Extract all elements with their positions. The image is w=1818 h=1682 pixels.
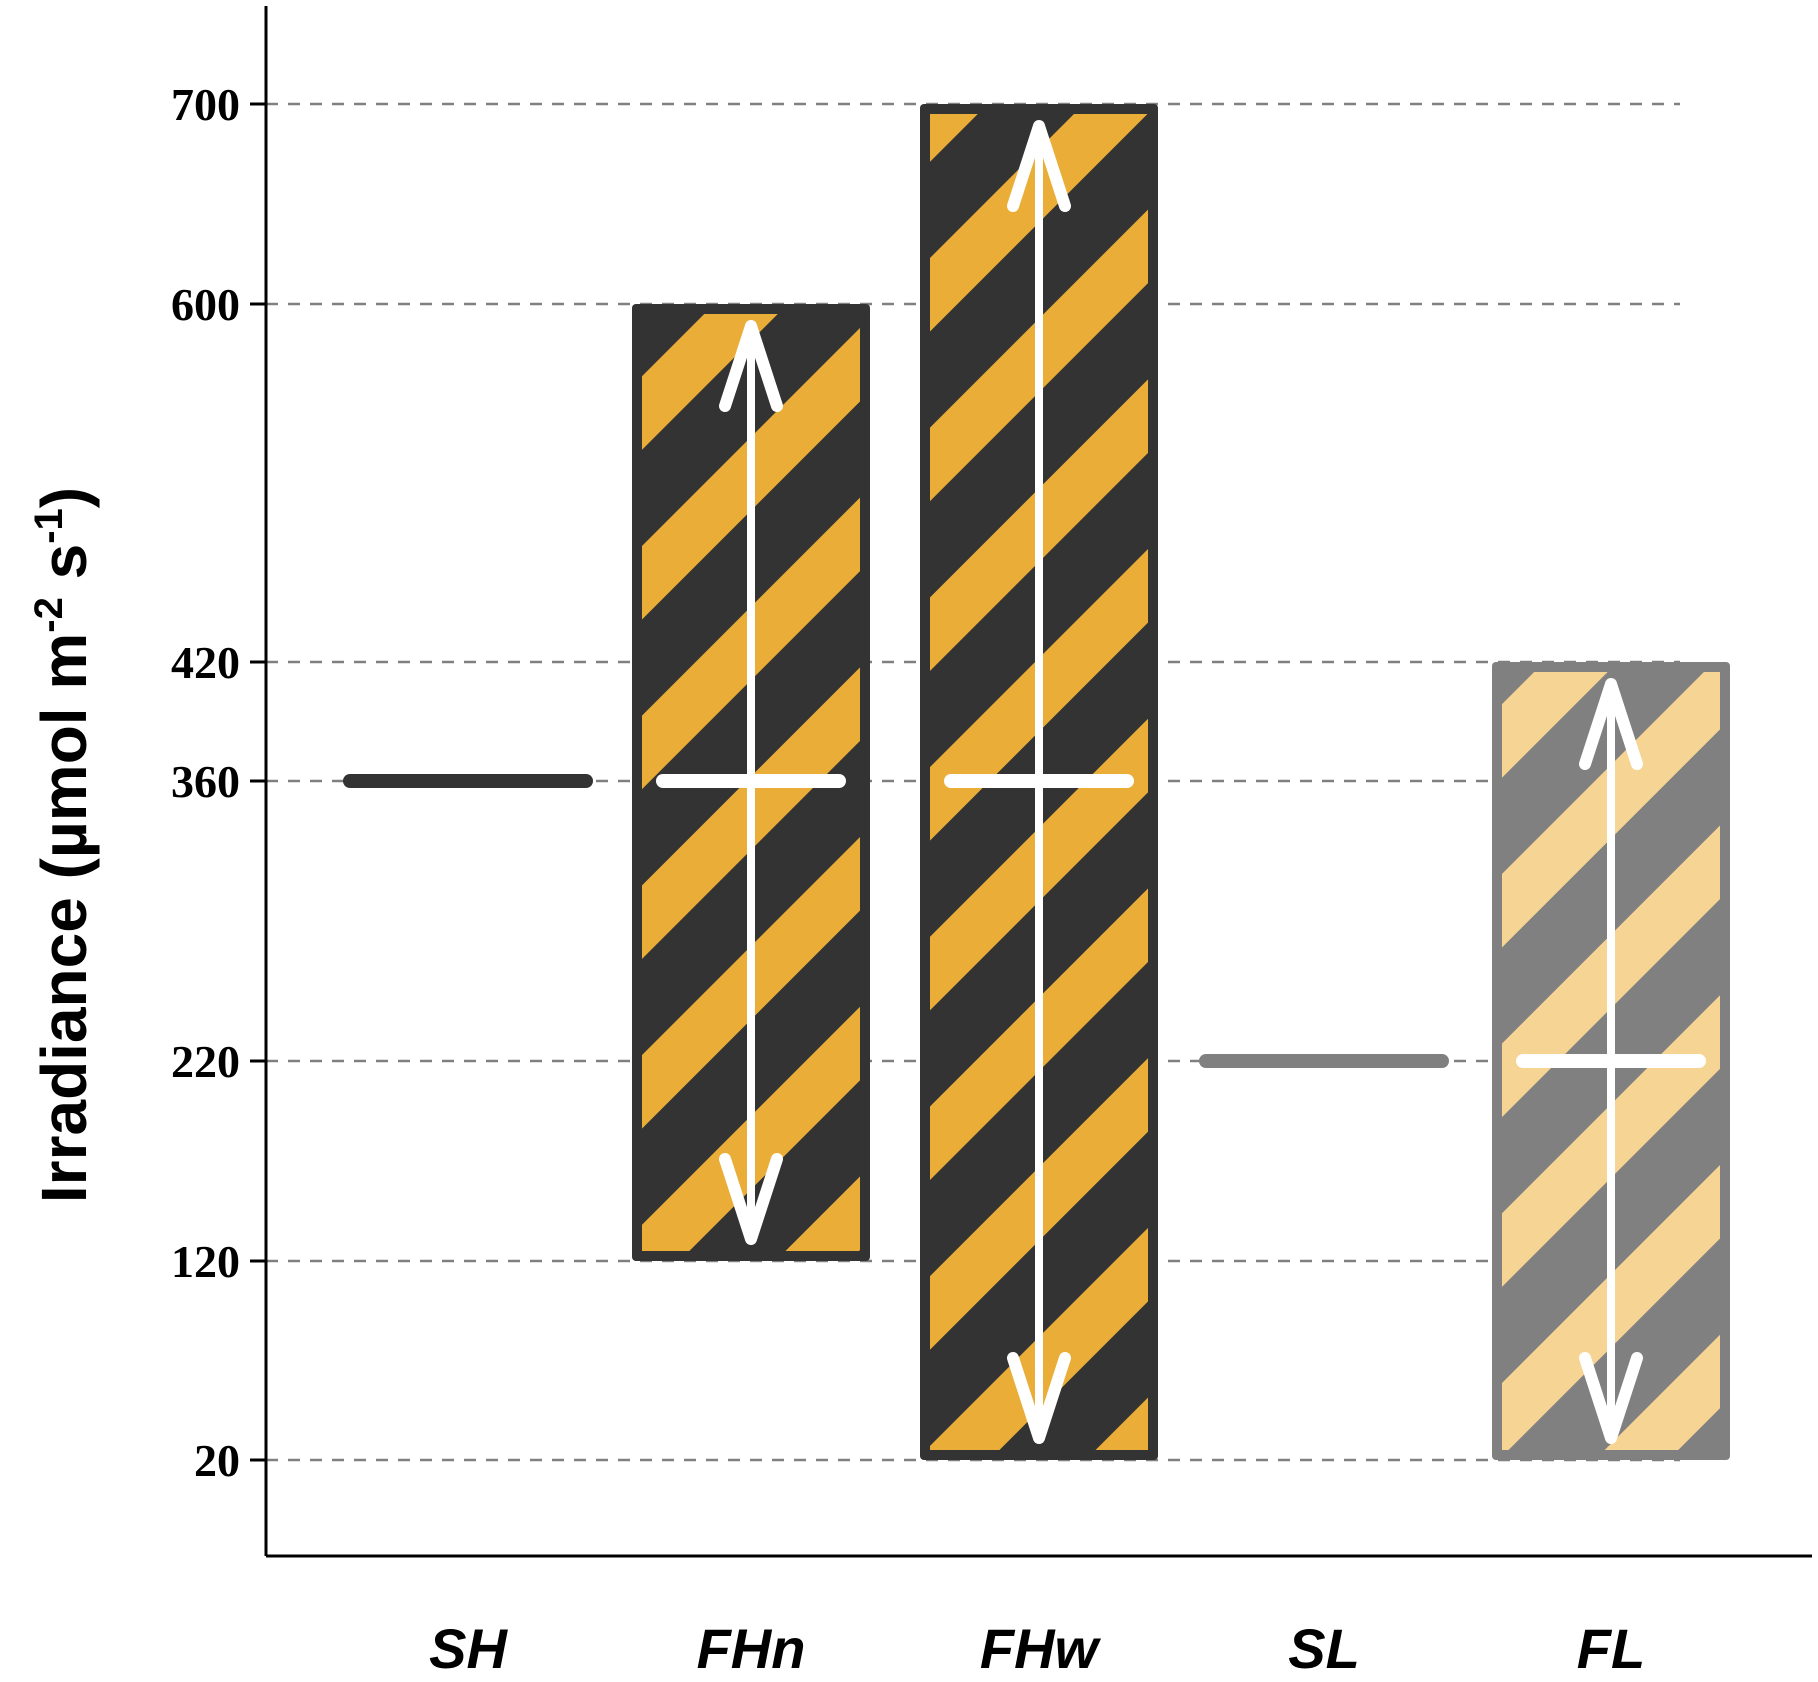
y-tick-label: 700 [171,79,240,130]
y-tick-label: 20 [194,1435,240,1486]
x-category-label: SL [1288,1617,1360,1680]
y-axis-title: Irradiance (µmol m-2 s-1) [27,487,100,1203]
y-tick-label: 120 [171,1236,240,1287]
arrowhead-down [1007,1352,1071,1444]
bars [343,104,1730,1460]
arrowhead-up [719,320,783,412]
x-category-label: FL [1577,1617,1645,1680]
y-tick-label: 220 [171,1036,240,1087]
y-tick-label: 600 [171,279,240,330]
arrowhead-up [1007,120,1071,212]
arrowhead-up [1579,678,1643,770]
y-tick-label: 360 [171,756,240,807]
x-category-label: SH [429,1617,508,1680]
x-category-label: FHw [980,1617,1102,1680]
y-tick-labels: 20 120 220 360 420 600 700 [171,79,266,1486]
arrowhead-down [1579,1352,1643,1444]
x-category-label: FHn [697,1617,806,1680]
y-tick-label: 420 [171,637,240,688]
x-category-labels: SH FHn FHw SL FL [429,1617,1645,1680]
arrowhead-down [719,1153,783,1245]
